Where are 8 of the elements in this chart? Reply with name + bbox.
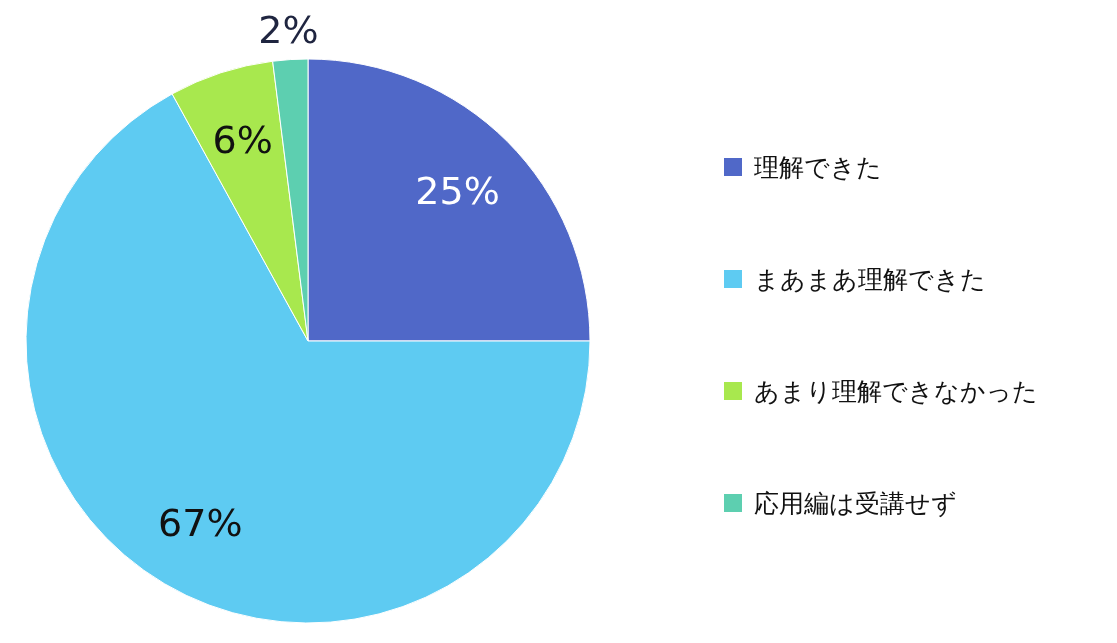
data-label: 25% [415,169,500,214]
data-label: 6% [212,117,273,162]
legend-label: 理解できた [754,152,882,182]
data-label: 2% [258,7,319,52]
legend-label: まあまあ理解できた [754,264,986,294]
legend-label: 応用編は受講せず [754,488,957,518]
legend-label: あまり理解できなかった [754,376,1038,406]
data-label: 67% [158,501,243,546]
